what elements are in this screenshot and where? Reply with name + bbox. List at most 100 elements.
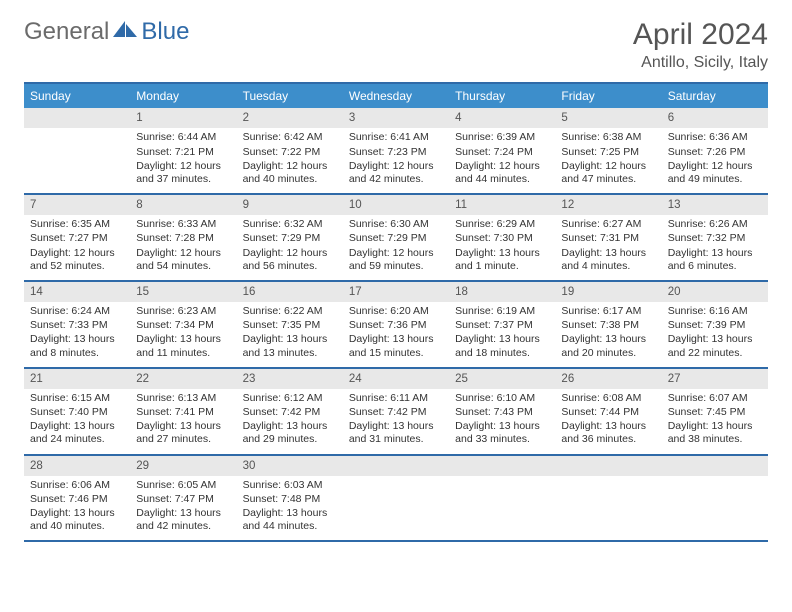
- day-number: 13: [662, 195, 768, 215]
- weeks-container: ..1Sunrise: 6:44 AMSunset: 7:21 PMDaylig…: [24, 108, 768, 542]
- sunrise-line: Sunrise: 6:44 AM: [136, 131, 230, 144]
- day-number: 17: [343, 282, 449, 302]
- sunset-line: Sunset: 7:24 PM: [455, 146, 549, 159]
- sunrise-line: Sunrise: 6:19 AM: [455, 305, 549, 318]
- sunset-line: Sunset: 7:33 PM: [30, 319, 124, 332]
- empty-day-cell: ..: [555, 456, 661, 541]
- day-body: Sunrise: 6:38 AMSunset: 7:25 PMDaylight:…: [555, 128, 661, 193]
- day-cell: 21Sunrise: 6:15 AMSunset: 7:40 PMDayligh…: [24, 369, 130, 454]
- day-cell: 10Sunrise: 6:30 AMSunset: 7:29 PMDayligh…: [343, 195, 449, 280]
- daylight-line: Daylight: 13 hours and 11 minutes.: [136, 333, 230, 359]
- sunrise-line: Sunrise: 6:22 AM: [243, 305, 337, 318]
- day-number: .: [662, 456, 768, 476]
- sunset-line: Sunset: 7:42 PM: [349, 406, 443, 419]
- sunrise-line: Sunrise: 6:32 AM: [243, 218, 337, 231]
- day-cell: 4Sunrise: 6:39 AMSunset: 7:24 PMDaylight…: [449, 108, 555, 193]
- sunrise-line: Sunrise: 6:20 AM: [349, 305, 443, 318]
- day-body: Sunrise: 6:35 AMSunset: 7:27 PMDaylight:…: [24, 215, 130, 280]
- sunset-line: Sunset: 7:48 PM: [243, 493, 337, 506]
- sunrise-line: Sunrise: 6:13 AM: [136, 392, 230, 405]
- day-body: Sunrise: 6:29 AMSunset: 7:30 PMDaylight:…: [449, 215, 555, 280]
- day-body: Sunrise: 6:26 AMSunset: 7:32 PMDaylight:…: [662, 215, 768, 280]
- weekday-header: Saturday: [662, 84, 768, 108]
- day-number: 22: [130, 369, 236, 389]
- daylight-line: Daylight: 13 hours and 31 minutes.: [349, 420, 443, 446]
- day-number: 6: [662, 108, 768, 128]
- day-body: Sunrise: 6:27 AMSunset: 7:31 PMDaylight:…: [555, 215, 661, 280]
- day-cell: 3Sunrise: 6:41 AMSunset: 7:23 PMDaylight…: [343, 108, 449, 193]
- daylight-line: Daylight: 13 hours and 40 minutes.: [30, 507, 124, 533]
- day-body: Sunrise: 6:30 AMSunset: 7:29 PMDaylight:…: [343, 215, 449, 280]
- daylight-line: Daylight: 13 hours and 20 minutes.: [561, 333, 655, 359]
- sunrise-line: Sunrise: 6:15 AM: [30, 392, 124, 405]
- day-body: Sunrise: 6:19 AMSunset: 7:37 PMDaylight:…: [449, 302, 555, 367]
- calendar: SundayMondayTuesdayWednesdayThursdayFrid…: [24, 82, 768, 542]
- day-body: Sunrise: 6:11 AMSunset: 7:42 PMDaylight:…: [343, 389, 449, 454]
- day-body: Sunrise: 6:05 AMSunset: 7:47 PMDaylight:…: [130, 476, 236, 541]
- day-cell: 30Sunrise: 6:03 AMSunset: 7:48 PMDayligh…: [237, 456, 343, 541]
- daylight-line: Daylight: 13 hours and 1 minute.: [455, 247, 549, 273]
- day-body: Sunrise: 6:24 AMSunset: 7:33 PMDaylight:…: [24, 302, 130, 367]
- sail-icon: [111, 18, 139, 46]
- daylight-line: Daylight: 12 hours and 54 minutes.: [136, 247, 230, 273]
- daylight-line: Daylight: 13 hours and 13 minutes.: [243, 333, 337, 359]
- page-header: General Blue April 2024 Antillo, Sicily,…: [24, 18, 768, 72]
- day-cell: 2Sunrise: 6:42 AMSunset: 7:22 PMDaylight…: [237, 108, 343, 193]
- day-cell: 1Sunrise: 6:44 AMSunset: 7:21 PMDaylight…: [130, 108, 236, 193]
- daylight-line: Daylight: 12 hours and 56 minutes.: [243, 247, 337, 273]
- day-number: 21: [24, 369, 130, 389]
- day-cell: 22Sunrise: 6:13 AMSunset: 7:41 PMDayligh…: [130, 369, 236, 454]
- sunrise-line: Sunrise: 6:11 AM: [349, 392, 443, 405]
- day-cell: 20Sunrise: 6:16 AMSunset: 7:39 PMDayligh…: [662, 282, 768, 367]
- day-cell: 9Sunrise: 6:32 AMSunset: 7:29 PMDaylight…: [237, 195, 343, 280]
- daylight-line: Daylight: 13 hours and 44 minutes.: [243, 507, 337, 533]
- week-row: 14Sunrise: 6:24 AMSunset: 7:33 PMDayligh…: [24, 282, 768, 369]
- day-body: Sunrise: 6:03 AMSunset: 7:48 PMDaylight:…: [237, 476, 343, 541]
- day-cell: 12Sunrise: 6:27 AMSunset: 7:31 PMDayligh…: [555, 195, 661, 280]
- day-number: .: [343, 456, 449, 476]
- daylight-line: Daylight: 13 hours and 36 minutes.: [561, 420, 655, 446]
- sunrise-line: Sunrise: 6:10 AM: [455, 392, 549, 405]
- day-cell: 28Sunrise: 6:06 AMSunset: 7:46 PMDayligh…: [24, 456, 130, 541]
- sunrise-line: Sunrise: 6:07 AM: [668, 392, 762, 405]
- sunset-line: Sunset: 7:38 PM: [561, 319, 655, 332]
- sunrise-line: Sunrise: 6:12 AM: [243, 392, 337, 405]
- day-body: Sunrise: 6:32 AMSunset: 7:29 PMDaylight:…: [237, 215, 343, 280]
- brand-logo: General Blue: [24, 18, 189, 46]
- day-body: Sunrise: 6:13 AMSunset: 7:41 PMDaylight:…: [130, 389, 236, 454]
- day-number: 2: [237, 108, 343, 128]
- weekday-header: Thursday: [449, 84, 555, 108]
- sunrise-line: Sunrise: 6:17 AM: [561, 305, 655, 318]
- day-number: 9: [237, 195, 343, 215]
- day-cell: 19Sunrise: 6:17 AMSunset: 7:38 PMDayligh…: [555, 282, 661, 367]
- sunrise-line: Sunrise: 6:36 AM: [668, 131, 762, 144]
- daylight-line: Daylight: 12 hours and 52 minutes.: [30, 247, 124, 273]
- sunrise-line: Sunrise: 6:35 AM: [30, 218, 124, 231]
- sunset-line: Sunset: 7:45 PM: [668, 406, 762, 419]
- day-number: .: [449, 456, 555, 476]
- day-cell: 18Sunrise: 6:19 AMSunset: 7:37 PMDayligh…: [449, 282, 555, 367]
- day-number: 15: [130, 282, 236, 302]
- sunset-line: Sunset: 7:23 PM: [349, 146, 443, 159]
- weekday-header: Tuesday: [237, 84, 343, 108]
- day-number: 20: [662, 282, 768, 302]
- empty-day-cell: ..: [449, 456, 555, 541]
- day-body: Sunrise: 6:10 AMSunset: 7:43 PMDaylight:…: [449, 389, 555, 454]
- week-row: 7Sunrise: 6:35 AMSunset: 7:27 PMDaylight…: [24, 195, 768, 282]
- sunrise-line: Sunrise: 6:39 AM: [455, 131, 549, 144]
- empty-day-cell: ..: [343, 456, 449, 541]
- day-cell: 17Sunrise: 6:20 AMSunset: 7:36 PMDayligh…: [343, 282, 449, 367]
- empty-day-cell: ..: [662, 456, 768, 541]
- sunset-line: Sunset: 7:40 PM: [30, 406, 124, 419]
- weekday-header: Sunday: [24, 84, 130, 108]
- sunset-line: Sunset: 7:34 PM: [136, 319, 230, 332]
- sunrise-line: Sunrise: 6:29 AM: [455, 218, 549, 231]
- week-row: 28Sunrise: 6:06 AMSunset: 7:46 PMDayligh…: [24, 456, 768, 543]
- day-number: 27: [662, 369, 768, 389]
- day-number: 7: [24, 195, 130, 215]
- day-number: 24: [343, 369, 449, 389]
- day-number: .: [24, 108, 130, 128]
- weekday-header: Wednesday: [343, 84, 449, 108]
- sunset-line: Sunset: 7:26 PM: [668, 146, 762, 159]
- daylight-line: Daylight: 13 hours and 27 minutes.: [136, 420, 230, 446]
